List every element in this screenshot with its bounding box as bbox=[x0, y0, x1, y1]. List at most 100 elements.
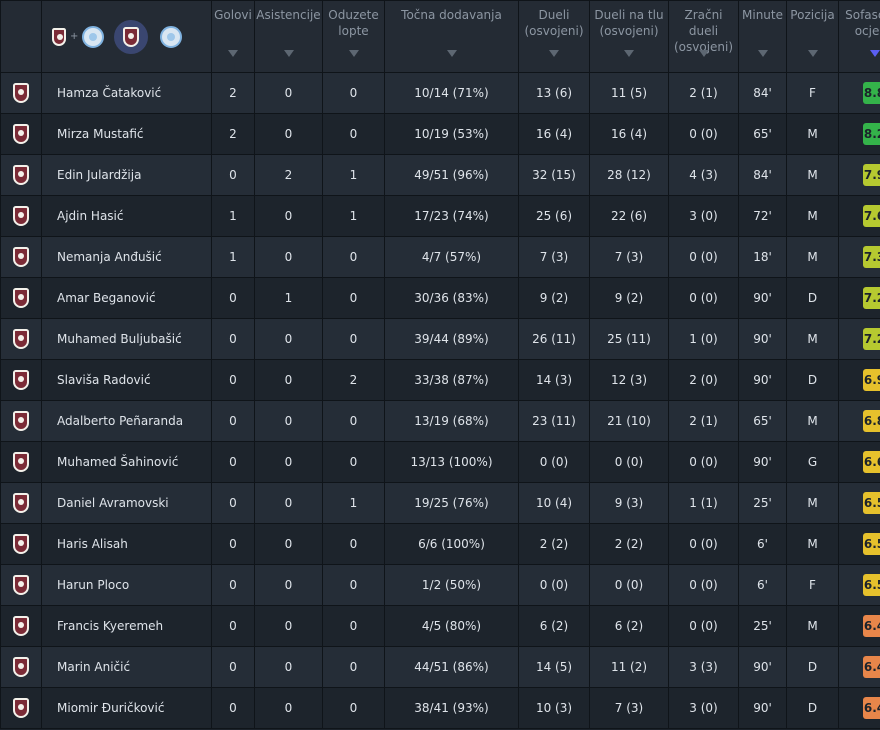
cell-tackles-won: 1 bbox=[322, 482, 385, 524]
table-row[interactable]: Marin Aničić 0 0 0 44/51 (86%) 14 (5) 11 (2) 3 … bbox=[0, 646, 880, 688]
table-row[interactable]: Haris Alisah 0 0 0 6/6 (100%) 2 (2) 2 (2) 0 (0)… bbox=[0, 523, 880, 565]
sort-icon[interactable] bbox=[323, 46, 384, 60]
col-header-goals[interactable]: Golovi bbox=[211, 0, 255, 73]
col-header-rating[interactable]: Sofascore ocjena bbox=[838, 0, 880, 73]
table-row[interactable]: Amar Beganović 0 1 0 30/36 (83%) 9 (2) 9 (2) 0 … bbox=[0, 277, 880, 319]
home-team-crest-icon bbox=[52, 27, 66, 46]
table-row[interactable]: Edin Julardžija 0 2 1 49/51 (96%) 32 (15) 28 (… bbox=[0, 154, 880, 196]
cell-accurate-passes: 10/19 (53%) bbox=[384, 113, 519, 155]
cell-accurate-passes: 30/36 (83%) bbox=[384, 277, 519, 319]
team-crest-icon bbox=[13, 616, 29, 636]
cell-aerial-duels: 0 (0) bbox=[668, 113, 739, 155]
player-name[interactable]: Nemanja Anđušić bbox=[41, 236, 212, 278]
table-row[interactable]: Harun Ploco 0 0 0 1/2 (50%) 0 (0) 0 (0) 0 (0) 6'… bbox=[0, 564, 880, 606]
header-label-line: (osvojeni) bbox=[599, 24, 659, 38]
cell-duels: 25 (6) bbox=[518, 195, 590, 237]
team-filter-both[interactable]: + bbox=[52, 25, 108, 48]
cell-assists: 0 bbox=[254, 523, 323, 565]
rating-badge: 6.4 bbox=[862, 656, 880, 678]
sort-icon[interactable] bbox=[590, 46, 668, 60]
player-name[interactable]: Adalberto Peñaranda bbox=[41, 400, 212, 442]
col-header-position[interactable]: Pozicija bbox=[786, 0, 839, 73]
player-name[interactable]: Amar Beganović bbox=[41, 277, 212, 319]
cell-aerial-duels: 3 (0) bbox=[668, 195, 739, 237]
col-header-label: Dueli (osvojeni) bbox=[519, 1, 589, 39]
table-header: + Golovi Asistencije Oduzete lopte Točna dod… bbox=[0, 0, 880, 73]
player-name[interactable]: Ajdin Hasić bbox=[41, 195, 212, 237]
sort-icon[interactable] bbox=[787, 46, 838, 60]
team-filter-away[interactable] bbox=[160, 25, 183, 48]
player-name[interactable]: Harun Ploco bbox=[41, 564, 212, 606]
col-header-duels[interactable]: Dueli (osvojeni) bbox=[518, 0, 590, 73]
table-row[interactable]: Muhamed Buljubašić 0 0 0 39/44 (89%) 26 (11) 2… bbox=[0, 318, 880, 360]
col-header-accurate-passes[interactable]: Točna dodavanja bbox=[384, 0, 519, 73]
col-header-aerial-duels[interactable]: Zračni dueli (osvojeni) bbox=[668, 0, 739, 73]
cell-duels: 0 (0) bbox=[518, 441, 590, 483]
player-name[interactable]: Francis Kyeremeh bbox=[41, 605, 212, 647]
player-name[interactable]: Mirza Mustafić bbox=[41, 113, 212, 155]
player-name[interactable]: Slaviša Radović bbox=[41, 359, 212, 401]
col-header-ground-duels[interactable]: Dueli na tlu (osvojeni) bbox=[589, 0, 669, 73]
table-row[interactable]: Miomir Đuričković 0 0 0 38/41 (93%) 10 (3) 7 (… bbox=[0, 687, 880, 729]
sort-icon[interactable] bbox=[839, 46, 880, 60]
player-name[interactable]: Muhamed Buljubašić bbox=[41, 318, 212, 360]
sort-icon[interactable] bbox=[669, 46, 738, 60]
team-filter-home[interactable] bbox=[114, 19, 149, 54]
sort-desc-icon bbox=[348, 50, 359, 57]
cell-accurate-passes: 10/14 (71%) bbox=[384, 72, 519, 114]
table-row[interactable]: Muhamed Šahinović 0 0 0 13/13 (100%) 0 (0) 0 (… bbox=[0, 441, 880, 483]
col-header-minutes[interactable]: Minute bbox=[738, 0, 787, 73]
table-row[interactable]: Mirza Mustafić 2 0 0 10/19 (53%) 16 (4) 16 (4)… bbox=[0, 113, 880, 155]
col-header-label: Golovi bbox=[212, 1, 254, 23]
player-name[interactable]: Miomir Đuričković bbox=[41, 687, 212, 729]
player-name[interactable]: Daniel Avramovski bbox=[41, 482, 212, 524]
table-row[interactable]: Slaviša Radović 0 0 2 33/38 (87%) 14 (3) 12 (3… bbox=[0, 359, 880, 401]
team-cell bbox=[0, 195, 42, 237]
header-blank bbox=[0, 0, 42, 73]
header-label-line: Golovi bbox=[214, 8, 252, 22]
sort-desc-icon bbox=[446, 50, 457, 57]
col-header-assists[interactable]: Asistencije bbox=[254, 0, 323, 73]
team-cell bbox=[0, 482, 42, 524]
cell-tackles-won: 0 bbox=[322, 277, 385, 319]
team-crest-icon bbox=[13, 329, 29, 349]
cell-assists: 0 bbox=[254, 400, 323, 442]
sort-desc-icon bbox=[624, 50, 634, 57]
cell-tackles-won: 0 bbox=[322, 236, 385, 278]
col-header-tackles-won[interactable]: Oduzete lopte bbox=[322, 0, 385, 73]
plus-icon: + bbox=[70, 31, 79, 42]
cell-rating: 6.5 bbox=[838, 523, 880, 565]
sort-icon[interactable] bbox=[255, 46, 322, 60]
col-header-label: Oduzete lopte bbox=[323, 1, 384, 39]
cell-minutes: 90' bbox=[738, 359, 787, 401]
table-row[interactable]: Adalberto Peñaranda 0 0 0 13/19 (68%) 23 (11)… bbox=[0, 400, 880, 442]
cell-assists: 0 bbox=[254, 441, 323, 483]
cell-minutes: 72' bbox=[738, 195, 787, 237]
sort-icon[interactable] bbox=[212, 46, 254, 60]
sort-icon[interactable] bbox=[385, 46, 518, 60]
table-row[interactable]: Daniel Avramovski 0 0 1 19/25 (76%) 10 (4) 9 (… bbox=[0, 482, 880, 524]
cell-ground-duels: 9 (3) bbox=[589, 482, 669, 524]
cell-tackles-won: 0 bbox=[322, 113, 385, 155]
rating-badge: 7.6 bbox=[862, 205, 880, 227]
player-name[interactable]: Edin Julardžija bbox=[41, 154, 212, 196]
player-name[interactable]: Hamza Čataković bbox=[41, 72, 212, 114]
cell-assists: 0 bbox=[254, 236, 323, 278]
header-label-line: Asistencije bbox=[256, 8, 321, 22]
sort-desc-icon bbox=[698, 50, 709, 57]
player-name[interactable]: Muhamed Šahinović bbox=[41, 441, 212, 483]
table-row[interactable]: Ajdin Hasić 1 0 1 17/23 (74%) 25 (6) 22 (6) 3 (… bbox=[0, 195, 880, 237]
team-crest-icon bbox=[13, 165, 29, 185]
table-row[interactable]: Nemanja Anđušić 1 0 0 4/7 (57%) 7 (3) 7 (3) 0 (… bbox=[0, 236, 880, 278]
player-name[interactable]: Marin Aničić bbox=[41, 646, 212, 688]
cell-ground-duels: 21 (10) bbox=[589, 400, 669, 442]
team-cell bbox=[0, 318, 42, 360]
sort-icon[interactable] bbox=[739, 46, 786, 60]
cell-goals: 0 bbox=[211, 441, 255, 483]
sort-icon[interactable] bbox=[519, 46, 589, 60]
player-name[interactable]: Haris Alisah bbox=[41, 523, 212, 565]
table-row[interactable]: Hamza Čataković 2 0 0 10/14 (71%) 13 (6) 11 (5… bbox=[0, 72, 880, 114]
cell-position: D bbox=[786, 646, 839, 688]
table-row[interactable]: Francis Kyeremeh 0 0 0 4/5 (80%) 6 (2) 6 (2) 0 … bbox=[0, 605, 880, 647]
